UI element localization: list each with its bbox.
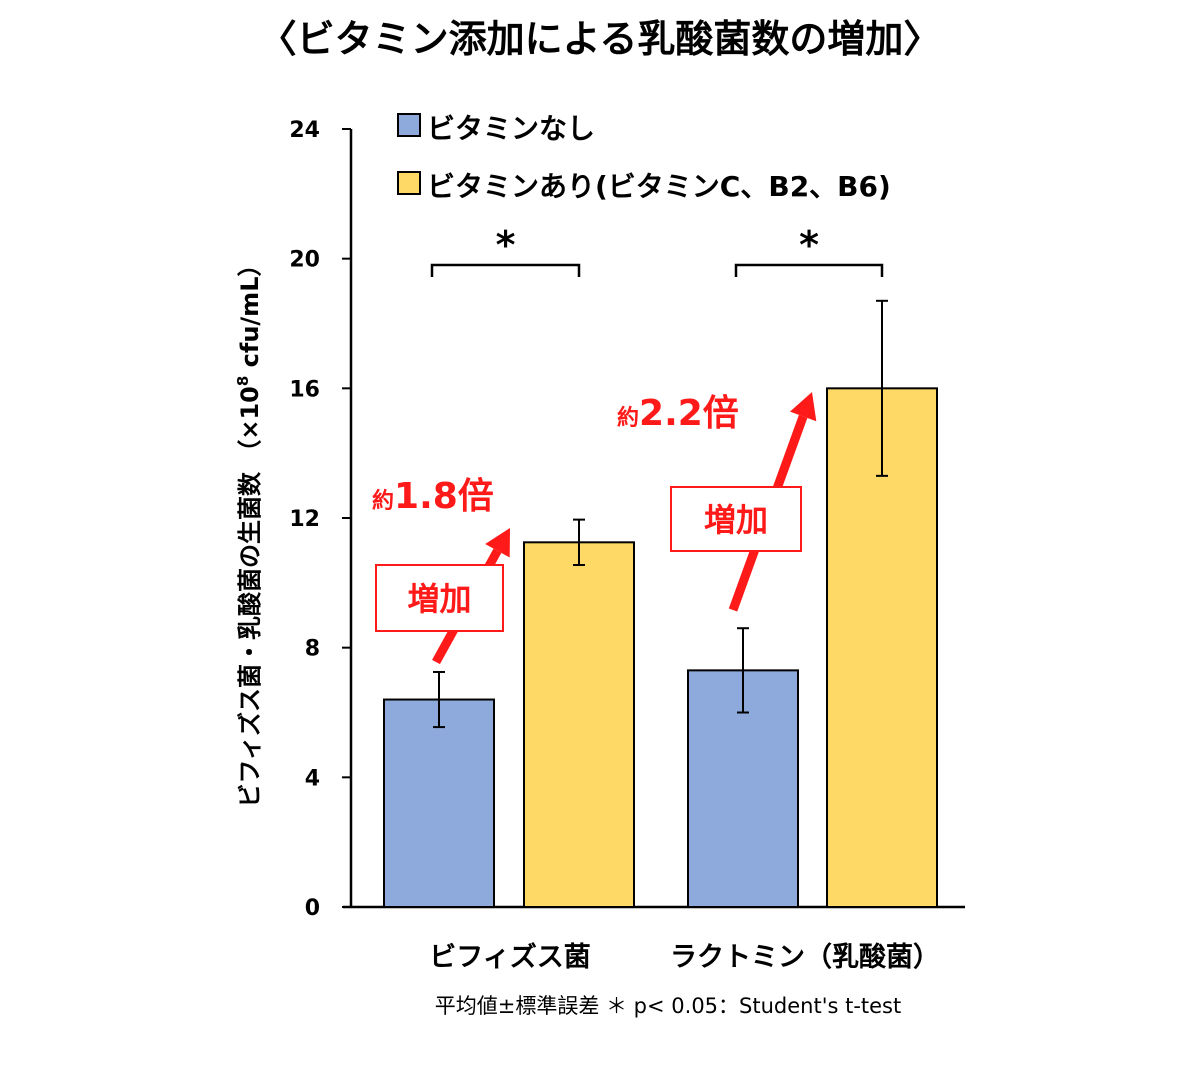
y-tick-label: 12 [289, 507, 320, 532]
bar [523, 541, 635, 908]
y-tick-label: 4 [305, 766, 320, 791]
ratio-annotation: 約2.2倍 [617, 393, 739, 434]
plot-area: 0 4 8 12 16 20 24 ビフィズス菌・乳酸菌の生菌数 （×108 cfu/mL） ビ… [234, 112, 965, 973]
chart-title: 〈ビタミン添加による乳酸菌数の増加〉 [259, 17, 942, 61]
y-tick-label: 8 [305, 637, 320, 662]
increase-box [670, 486, 802, 552]
y-tick-label: 20 [289, 248, 320, 273]
y-tick-label: 16 [289, 377, 320, 402]
ratio-annotation: 約1.8倍 [372, 476, 494, 517]
legend-swatch [397, 113, 421, 137]
significance-marker: * [799, 223, 819, 267]
bar [383, 698, 495, 908]
increase-label: 増加 [407, 580, 471, 618]
legend-label: ビタミンなし [427, 112, 595, 145]
increase-label: 増加 [704, 501, 768, 539]
legend-label: ビタミンあり(ビタミンC、B2、B6) [427, 170, 891, 203]
y-tick-label: 0 [305, 896, 320, 921]
y-tick-label: 24 [289, 118, 320, 143]
increase-arrow-head [485, 528, 510, 558]
footnote: 平均値±標準誤差 ＊ p< 0.05：Student's t-test [435, 994, 902, 1018]
legend-swatch [397, 171, 421, 195]
y-axis-label: ビフィズス菌・乳酸菌の生菌数 （×108 cfu/mL） [234, 252, 264, 807]
category-label: ビフィズス菌 [429, 941, 590, 973]
significance-marker: * [496, 223, 516, 267]
significance-bracket [734, 263, 884, 277]
increase-arrow-head [789, 392, 817, 422]
increase-box [375, 564, 504, 632]
category-label: ラクトミン（乳酸菌） [670, 942, 940, 973]
significance-bracket [430, 263, 581, 277]
